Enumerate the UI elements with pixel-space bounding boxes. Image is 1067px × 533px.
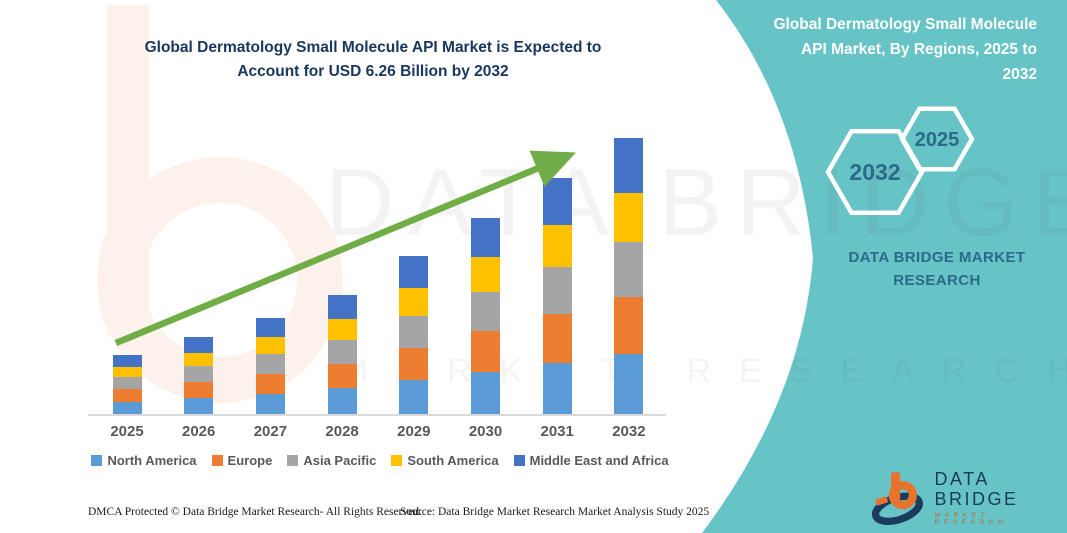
- bar-2025: [112, 354, 142, 415]
- bar-segment-north-america: [112, 401, 142, 415]
- bar-segment-middle-east-and-africa: [112, 354, 142, 367]
- bar-segment-north-america: [614, 353, 644, 415]
- bar-2030: [471, 217, 500, 415]
- bar-segment-south-america: [184, 352, 214, 367]
- databridge-logo: DATA BRIDGE MARKET RESEARCH: [872, 468, 1067, 526]
- legend-swatch-icon: [211, 455, 223, 466]
- source-footer-text: Source: Data Bridge Market Research Mark…: [400, 506, 710, 518]
- bar-segment-europe: [614, 297, 644, 354]
- bar-segment-south-america: [112, 366, 142, 378]
- bar-segment-asia-pacific: [112, 377, 142, 390]
- legend-swatch-icon: [287, 455, 299, 466]
- legend-label: Middle East and Africa: [529, 453, 669, 468]
- x-axis-label-2030: 2030: [468, 423, 503, 440]
- legend-label: North America: [107, 453, 197, 468]
- side-panel-brand-text: DATA BRIDGE MARKET RESEARCH: [848, 249, 1026, 289]
- databridge-logo-mark: [872, 472, 923, 525]
- bar-segment-south-america: [542, 225, 572, 267]
- legend-swatch-icon: [513, 455, 525, 466]
- legend-item-south-america: South America: [391, 453, 499, 468]
- bar-segment-europe: [112, 389, 142, 402]
- bar-segment-north-america: [542, 362, 572, 415]
- bar-segment-asia-pacific: [255, 354, 285, 374]
- bar-segment-middle-east-and-africa: [399, 256, 429, 288]
- bar-segment-north-america: [399, 380, 429, 415]
- legend-label: Europe: [227, 453, 273, 468]
- x-axis-label-2031: 2031: [540, 423, 574, 440]
- bar-segment-middle-east-and-africa: [542, 177, 572, 226]
- x-axis-label-2026: 2026: [182, 423, 216, 440]
- bar-chart: [85, 0, 675, 415]
- hexagon-2032-label: 2032: [849, 159, 900, 185]
- bar-segment-south-america: [399, 287, 429, 316]
- bar-segment-asia-pacific: [184, 366, 214, 382]
- bar-segment-north-america: [471, 371, 500, 415]
- x-axis-label-2029: 2029: [397, 423, 431, 440]
- bar-segment-south-america: [255, 337, 285, 355]
- x-axis-labels: 2025 2026 2027 2028 2029 2030 2031 2032: [85, 423, 675, 443]
- bar-2027: [255, 317, 285, 415]
- chart-title: Global Dermatology Small Molecule API Ma…: [144, 39, 602, 80]
- bar-segment-middle-east-and-africa: [255, 317, 285, 338]
- hexagons-graphic: 2032 2025: [825, 106, 975, 215]
- bar-segment-asia-pacific: [542, 266, 572, 315]
- x-axis-label-2027: 2027: [253, 423, 288, 440]
- databridge-logo-words: DATA BRIDGE MARKET RESEARCH: [935, 469, 1067, 526]
- legend-item-europe: Europe: [211, 453, 273, 468]
- bar-segment-europe: [255, 373, 285, 394]
- bar-segment-north-america: [327, 388, 357, 415]
- bar-segment-middle-east-and-africa: [471, 217, 500, 258]
- bar-segment-europe: [399, 347, 429, 380]
- bar-segment-south-america: [327, 318, 357, 340]
- legend-label: Asia Pacific: [303, 453, 377, 468]
- bar-segment-north-america: [184, 397, 214, 415]
- legend-item-asia-pacific: Asia Pacific: [287, 453, 376, 468]
- bar-2031: [542, 177, 572, 415]
- bar-segment-north-america: [255, 393, 285, 415]
- bar-segment-asia-pacific: [327, 339, 357, 364]
- bar-segment-europe: [542, 314, 572, 363]
- hexagon-2025: 2025: [899, 106, 975, 172]
- bar-segment-europe: [471, 330, 500, 372]
- bar-2029: [399, 256, 429, 415]
- dmca-footer-text: DMCA Protected © Data Bridge Market Rese…: [88, 506, 422, 518]
- legend-swatch-icon: [91, 455, 103, 466]
- legend-label: South America: [407, 453, 499, 468]
- hexagon-2025-label: 2025: [915, 129, 960, 151]
- bar-segment-europe: [327, 363, 357, 389]
- legend-swatch-icon: [391, 455, 403, 466]
- x-axis-line: [88, 414, 666, 416]
- logo-name-text: DATA BRIDGE: [934, 468, 1019, 509]
- bar-segment-asia-pacific: [471, 291, 500, 331]
- bar-segment-south-america: [614, 193, 644, 243]
- bar-2026: [184, 337, 214, 415]
- x-axis-label-2028: 2028: [325, 423, 359, 440]
- bar-segment-middle-east-and-africa: [614, 138, 644, 194]
- bar-segment-middle-east-and-africa: [184, 337, 214, 353]
- logo-subtitle-text: MARKET RESEARCH: [934, 511, 1008, 526]
- x-axis-label-2025: 2025: [110, 423, 144, 440]
- legend-item-middle-east-and-africa: Middle East and Africa: [513, 453, 669, 468]
- bar-segment-asia-pacific: [399, 315, 429, 348]
- legend-item-north-america: North America: [91, 453, 197, 468]
- chart-legend: North America Europe Asia Pacific South Ame…: [85, 453, 675, 468]
- bar-segment-asia-pacific: [614, 242, 644, 298]
- hexagon-2032: 2032: [825, 129, 925, 215]
- side-panel-title: Global Dermatology Small Molecule API Ma…: [773, 16, 1037, 83]
- bar-2028: [327, 294, 357, 415]
- x-axis-label-2032: 2032: [612, 423, 646, 440]
- bar-segment-south-america: [471, 257, 500, 292]
- bar-segment-europe: [184, 381, 214, 398]
- bar-2032: [614, 138, 644, 415]
- bar-segment-middle-east-and-africa: [327, 294, 357, 319]
